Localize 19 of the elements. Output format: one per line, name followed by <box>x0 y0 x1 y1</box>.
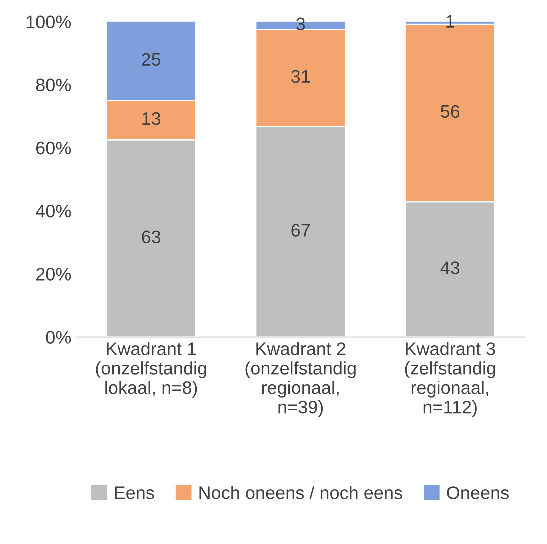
x-tick-label: Kwadrant 1 (onzelfstandig lokaal, n=8) <box>96 342 206 398</box>
y-tick-label: 100% <box>26 16 72 28</box>
y-tick-label: 0% <box>46 331 72 344</box>
x-tick-label: Kwadrant 3 (zelfstandig regionaal, n=112) <box>405 342 496 418</box>
y-tick-label: 60% <box>36 142 72 155</box>
data-label: 63 <box>142 230 161 244</box>
y-tick-label: 20% <box>36 268 72 281</box>
data-label: 43 <box>440 262 460 274</box>
x-tick-label: Kwadrant 2 (onzelfstandig regionaal, n=39) <box>246 342 356 418</box>
y-tick-label: 40% <box>36 205 72 218</box>
data-label: 25 <box>142 53 161 66</box>
legend-label: Oneens <box>447 486 509 500</box>
data-label: 56 <box>441 105 460 118</box>
legend-label: Eens <box>115 486 154 500</box>
data-label: 67 <box>292 224 310 237</box>
data-label: 31 <box>292 70 310 84</box>
data-label: 13 <box>142 112 161 126</box>
legend-label: Noch oneens / noch eens <box>200 486 402 500</box>
y-tick-label: 80% <box>36 78 72 92</box>
